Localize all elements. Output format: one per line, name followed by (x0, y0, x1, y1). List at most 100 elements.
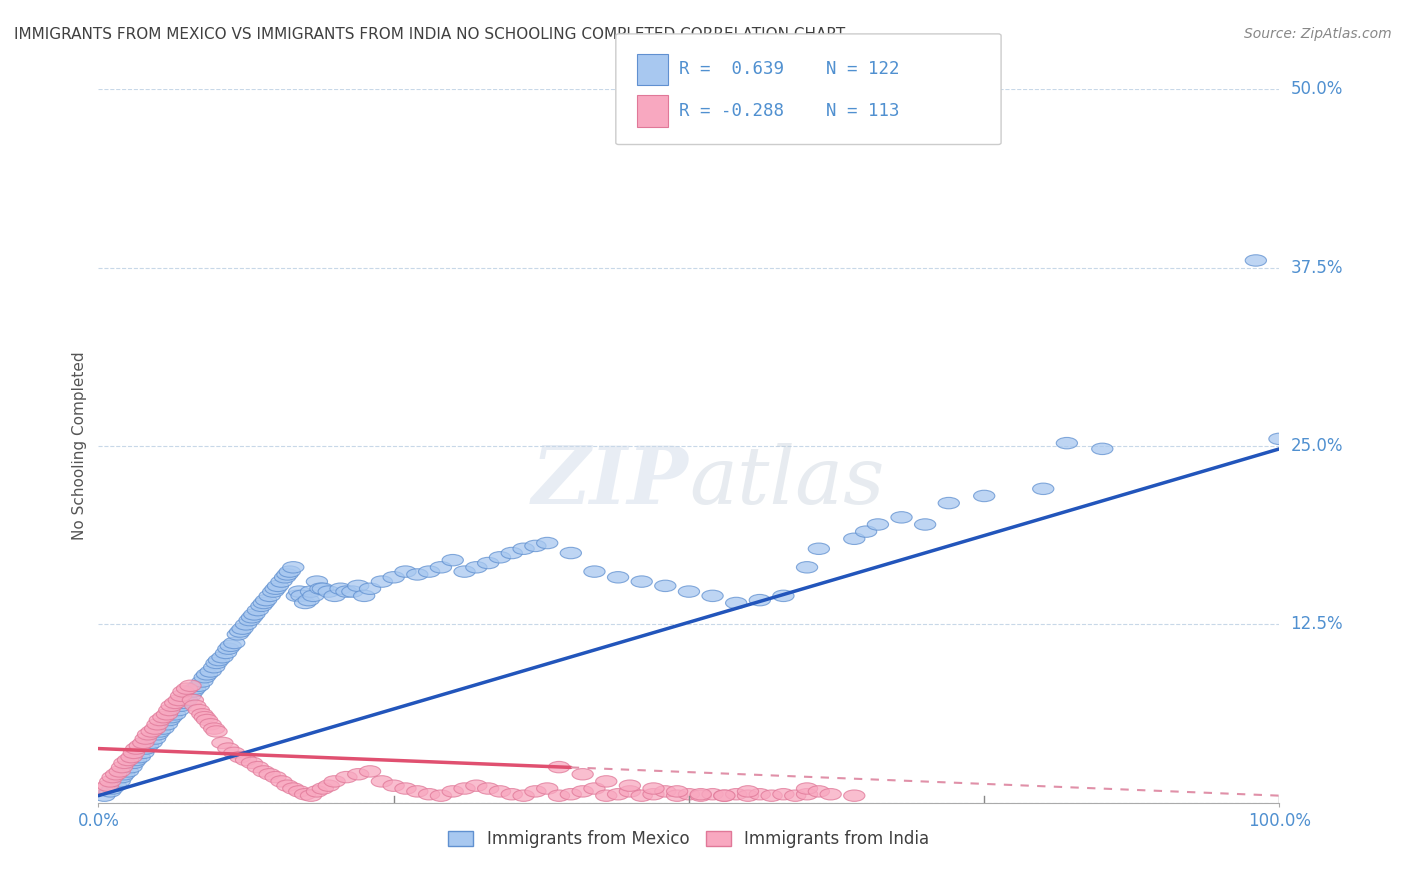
Ellipse shape (200, 719, 221, 730)
Ellipse shape (406, 569, 427, 580)
Ellipse shape (714, 790, 735, 801)
Text: atlas: atlas (689, 443, 884, 520)
Ellipse shape (267, 580, 288, 591)
Text: 37.5%: 37.5% (1291, 259, 1343, 277)
Ellipse shape (103, 783, 124, 794)
Ellipse shape (1056, 437, 1077, 449)
Ellipse shape (465, 562, 486, 573)
Ellipse shape (294, 789, 316, 800)
Ellipse shape (191, 676, 212, 687)
Ellipse shape (129, 740, 150, 751)
Ellipse shape (264, 583, 287, 594)
Ellipse shape (188, 680, 209, 691)
Ellipse shape (725, 789, 747, 800)
Ellipse shape (643, 789, 664, 800)
Ellipse shape (111, 762, 132, 772)
Ellipse shape (153, 712, 174, 723)
Ellipse shape (655, 786, 676, 797)
Ellipse shape (103, 772, 124, 783)
Ellipse shape (524, 786, 546, 797)
Ellipse shape (243, 608, 264, 620)
Ellipse shape (235, 619, 257, 630)
Ellipse shape (110, 765, 131, 777)
Ellipse shape (121, 762, 142, 772)
Text: Source: ZipAtlas.com: Source: ZipAtlas.com (1244, 27, 1392, 41)
Ellipse shape (274, 572, 295, 583)
Ellipse shape (117, 765, 139, 777)
Ellipse shape (110, 776, 131, 787)
Ellipse shape (323, 776, 346, 787)
Ellipse shape (785, 790, 806, 801)
Ellipse shape (501, 789, 523, 800)
Ellipse shape (169, 705, 190, 715)
Ellipse shape (208, 655, 229, 665)
Ellipse shape (277, 569, 298, 580)
Ellipse shape (169, 694, 190, 706)
Ellipse shape (524, 541, 546, 551)
Ellipse shape (173, 698, 194, 708)
Ellipse shape (666, 786, 688, 797)
Ellipse shape (94, 790, 115, 801)
Ellipse shape (121, 751, 142, 763)
Ellipse shape (513, 790, 534, 801)
Ellipse shape (138, 740, 159, 751)
Ellipse shape (183, 694, 204, 706)
Ellipse shape (287, 591, 308, 601)
Ellipse shape (607, 572, 628, 583)
Ellipse shape (808, 543, 830, 555)
Ellipse shape (796, 783, 818, 794)
Ellipse shape (224, 637, 245, 648)
Ellipse shape (1246, 255, 1267, 266)
Ellipse shape (200, 665, 221, 677)
Ellipse shape (318, 586, 339, 598)
Ellipse shape (560, 789, 582, 800)
Ellipse shape (307, 576, 328, 587)
Text: 50.0%: 50.0% (1291, 80, 1343, 98)
Ellipse shape (156, 719, 177, 730)
Ellipse shape (228, 629, 249, 640)
Ellipse shape (371, 776, 392, 787)
Ellipse shape (149, 726, 170, 737)
Ellipse shape (430, 562, 451, 573)
Ellipse shape (288, 786, 309, 797)
Legend: Immigrants from Mexico, Immigrants from India: Immigrants from Mexico, Immigrants from … (441, 824, 936, 855)
Ellipse shape (301, 790, 322, 801)
Ellipse shape (283, 783, 304, 794)
Ellipse shape (336, 586, 357, 598)
Ellipse shape (548, 790, 569, 801)
Ellipse shape (419, 789, 440, 800)
Ellipse shape (631, 576, 652, 587)
Ellipse shape (204, 662, 225, 673)
Ellipse shape (513, 543, 534, 555)
Ellipse shape (149, 714, 170, 726)
Ellipse shape (125, 755, 146, 765)
Ellipse shape (737, 786, 759, 797)
Ellipse shape (165, 698, 186, 708)
Ellipse shape (307, 786, 328, 797)
Ellipse shape (572, 786, 593, 797)
Ellipse shape (336, 772, 357, 783)
Ellipse shape (215, 648, 236, 658)
Ellipse shape (170, 700, 191, 712)
Ellipse shape (371, 576, 392, 587)
Y-axis label: No Schooling Completed: No Schooling Completed (72, 351, 87, 541)
Ellipse shape (212, 651, 233, 663)
Ellipse shape (194, 712, 215, 723)
Ellipse shape (141, 737, 162, 748)
Ellipse shape (221, 640, 242, 651)
Ellipse shape (229, 751, 250, 763)
Ellipse shape (678, 586, 700, 598)
Ellipse shape (454, 783, 475, 794)
Ellipse shape (619, 780, 641, 791)
Ellipse shape (844, 533, 865, 544)
Ellipse shape (100, 786, 121, 797)
Ellipse shape (318, 780, 339, 791)
Ellipse shape (159, 705, 180, 715)
Ellipse shape (406, 786, 427, 797)
Ellipse shape (205, 726, 228, 737)
Ellipse shape (773, 789, 794, 800)
Ellipse shape (360, 583, 381, 594)
Ellipse shape (330, 583, 352, 594)
Ellipse shape (184, 683, 205, 694)
Ellipse shape (212, 737, 233, 748)
